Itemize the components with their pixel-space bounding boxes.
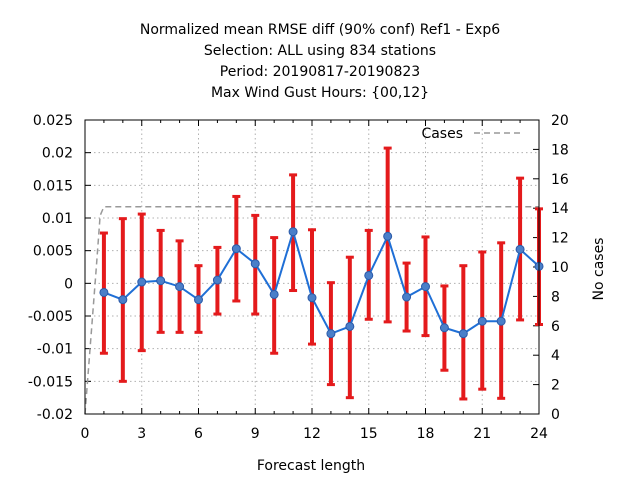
data-point (212, 275, 222, 285)
y-tick-label: -0.005 (28, 309, 73, 325)
y2-tick-label: 16 (551, 172, 569, 188)
y-tick-label: 0.01 (42, 211, 73, 227)
rmse-line-layer (103, 228, 540, 335)
data-point (118, 295, 128, 305)
x-tick-label: 15 (360, 426, 378, 442)
x-tick-label: 18 (417, 426, 435, 442)
cases-layer (84, 205, 539, 415)
y-tick-label: 0.025 (33, 113, 73, 129)
data-point (156, 276, 166, 286)
data-point (364, 270, 374, 280)
x-tick-labels: 0 3 6 9 12 15 18 21 24 (81, 426, 548, 442)
markers (99, 227, 544, 339)
data-point (137, 277, 147, 287)
data-point (307, 293, 317, 303)
data-point (250, 259, 260, 269)
y2-tick-labels: 0 2 4 6 8 10 12 14 16 18 20 (551, 113, 569, 423)
data-point (421, 282, 430, 292)
data-point (326, 329, 336, 339)
chart-title: Normalized mean RMSE diff (90% conf) Ref… (140, 22, 500, 101)
x-tick-label: 12 (303, 426, 321, 442)
legend-label: Cases (421, 126, 463, 142)
rmse-diff-line (103, 228, 540, 335)
x-tick-label: 3 (137, 426, 146, 442)
data-point (458, 329, 468, 339)
data-point (515, 244, 525, 254)
y2-tick-label: 10 (551, 260, 569, 276)
y-tick-label: 0.005 (33, 244, 73, 260)
data-point (439, 323, 449, 333)
data-point (194, 295, 203, 305)
y2-tick-label: 2 (551, 378, 560, 394)
y-tick-label: 0.02 (42, 146, 73, 162)
y2-tick-label: 20 (551, 113, 569, 129)
data-point (383, 231, 393, 241)
title-line-2: Selection: ALL using 834 stations (204, 43, 436, 59)
y-tick-label: -0.01 (37, 342, 73, 358)
y-tick-label: -0.02 (37, 407, 73, 423)
y2-tick-label: 0 (551, 407, 560, 423)
data-point (496, 316, 506, 326)
title-line-1: Normalized mean RMSE diff (90% conf) Ref… (140, 22, 500, 38)
y-tick-label: 0.015 (33, 178, 73, 194)
y2-tick-label: 4 (551, 348, 560, 364)
legend: Cases (421, 126, 522, 142)
y2-tick-label: 18 (551, 142, 569, 158)
cases-line (84, 205, 539, 415)
y-tick-labels: -0.02 -0.015 -0.01 -0.005 0 0.005 0.01 0.015 0.0… (28, 113, 73, 423)
y-tick-label: 0 (64, 276, 73, 292)
y2-tick-label: 14 (551, 201, 569, 217)
y-tick-label: -0.015 (28, 374, 73, 390)
y2-tick-label: 12 (551, 231, 569, 247)
data-point (345, 321, 355, 331)
title-line-3: Period: 20190817-20190823 (220, 64, 420, 80)
data-point (288, 227, 298, 237)
data-point (269, 289, 279, 299)
x-tick-label: 9 (251, 426, 260, 442)
x-tick-label: 24 (530, 426, 548, 442)
plot-frame (84, 119, 540, 415)
y2-tick-label: 8 (551, 289, 560, 305)
y2-axis-label: No cases (591, 238, 607, 301)
x-tick-label: 6 (194, 426, 203, 442)
data-point (99, 287, 109, 297)
title-line-4: Max Wind Gust Hours: {00,12} (211, 85, 429, 101)
x-tick-label: 0 (81, 426, 90, 442)
data-point (231, 244, 241, 254)
x-tick-label: 21 (473, 426, 491, 442)
data-point (477, 316, 487, 326)
data-point (402, 292, 412, 302)
y2-tick-label: 6 (551, 319, 560, 335)
x-axis-label: Forecast length (257, 458, 365, 474)
data-point (175, 282, 185, 292)
